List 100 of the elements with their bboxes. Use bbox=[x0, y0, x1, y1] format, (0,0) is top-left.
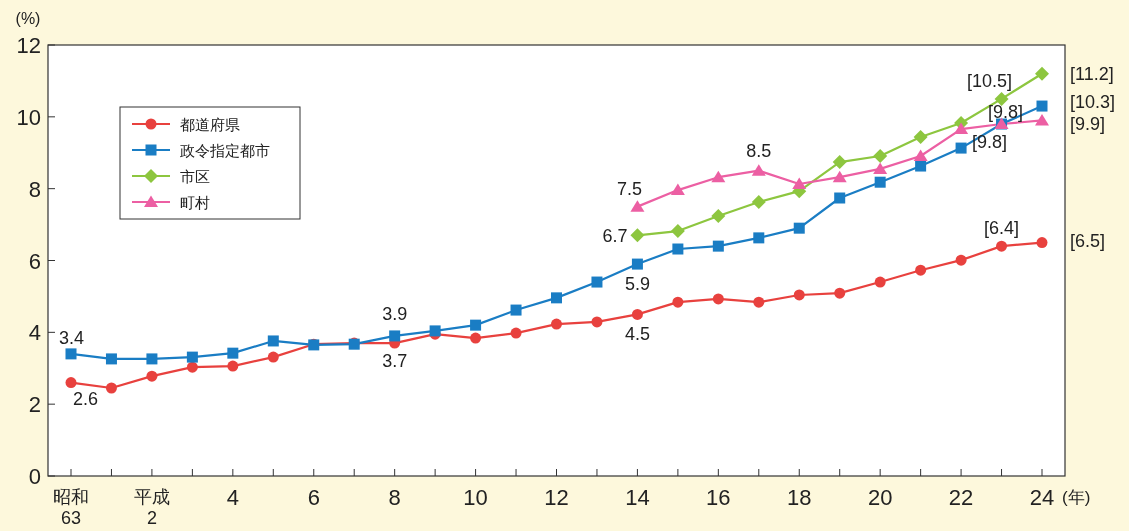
point bbox=[955, 254, 967, 266]
point bbox=[873, 162, 888, 174]
point bbox=[630, 200, 645, 212]
point bbox=[1036, 100, 1048, 112]
point bbox=[954, 122, 969, 135]
point bbox=[470, 319, 482, 331]
point bbox=[1036, 237, 1048, 249]
point bbox=[915, 160, 927, 172]
data-label: [11.2] bbox=[1070, 63, 1114, 84]
x-tick-label: 14 bbox=[625, 485, 650, 510]
point bbox=[510, 327, 522, 339]
data-label: [6.4] bbox=[984, 218, 1020, 239]
point bbox=[65, 377, 77, 389]
y-tick-label: 2 bbox=[28, 392, 41, 418]
point bbox=[913, 129, 928, 144]
y-tick-label: 10 bbox=[16, 104, 41, 130]
point bbox=[631, 308, 643, 320]
point bbox=[591, 316, 603, 328]
point bbox=[994, 91, 1009, 106]
point bbox=[470, 332, 482, 344]
x-tick-label: 10 bbox=[463, 485, 488, 510]
y-tick-label: 12 bbox=[16, 33, 41, 58]
point bbox=[832, 170, 847, 183]
point bbox=[751, 164, 766, 176]
point bbox=[1035, 113, 1049, 126]
x-axis-title: (年) bbox=[1062, 488, 1091, 507]
data-label: [6.5] bbox=[1070, 230, 1106, 251]
data-label: [9.8] bbox=[972, 132, 1008, 153]
point bbox=[591, 276, 603, 288]
point bbox=[267, 335, 279, 347]
x-tick-label: 8 bbox=[388, 485, 401, 510]
point bbox=[672, 296, 684, 308]
point bbox=[146, 370, 158, 382]
data-label: 3.4 bbox=[59, 327, 85, 348]
point bbox=[510, 304, 522, 316]
point bbox=[670, 183, 685, 196]
y-tick-label: 0 bbox=[28, 464, 41, 489]
x-tick-label: 昭和 63 bbox=[53, 487, 89, 528]
data-label: [10.5] bbox=[967, 70, 1013, 91]
point bbox=[834, 192, 846, 204]
data-label: [10.3] bbox=[1070, 92, 1116, 113]
point bbox=[1035, 66, 1049, 81]
point bbox=[146, 353, 158, 365]
data-label: 3.7 bbox=[382, 351, 408, 372]
point bbox=[712, 293, 724, 305]
data-label: [9.8] bbox=[988, 102, 1024, 123]
point bbox=[832, 155, 847, 170]
data-label: 3.9 bbox=[382, 303, 408, 324]
x-tick-label: 24 bbox=[1029, 485, 1055, 510]
x-tick-label: 平成 2 bbox=[133, 487, 170, 528]
x-tick-label: 20 bbox=[867, 485, 893, 510]
point bbox=[753, 232, 765, 244]
data-label: 8.5 bbox=[746, 140, 772, 161]
point bbox=[793, 289, 805, 301]
data-label: 7.5 bbox=[616, 178, 642, 199]
y-tick-label: 4 bbox=[28, 320, 41, 346]
point bbox=[389, 330, 401, 342]
point bbox=[711, 208, 726, 223]
point bbox=[955, 142, 967, 154]
point bbox=[672, 243, 684, 255]
x-tick-label: 22 bbox=[948, 485, 974, 510]
point bbox=[631, 258, 643, 270]
data-label: 2.6 bbox=[73, 388, 99, 409]
x-tick-label: 4 bbox=[226, 485, 239, 510]
point bbox=[227, 347, 239, 359]
data-label: 5.9 bbox=[624, 274, 650, 295]
point bbox=[551, 292, 562, 304]
point bbox=[105, 353, 117, 365]
legend-label: 市区 bbox=[180, 168, 210, 185]
point bbox=[873, 148, 888, 163]
point bbox=[915, 264, 927, 276]
point bbox=[792, 177, 807, 189]
data-label: 4.5 bbox=[624, 324, 650, 345]
y-axis-title: (%) bbox=[15, 10, 41, 27]
point bbox=[711, 170, 726, 183]
legend-label: 政令指定都市 bbox=[180, 142, 270, 159]
legend-label: 町村 bbox=[180, 194, 210, 211]
point bbox=[913, 149, 928, 161]
point bbox=[753, 296, 765, 308]
point bbox=[793, 222, 805, 234]
point bbox=[551, 318, 562, 330]
x-tick-label: 16 bbox=[706, 485, 731, 510]
legend-label: 都道府県 bbox=[180, 116, 240, 133]
point bbox=[227, 360, 239, 372]
y-tick-label: 8 bbox=[28, 176, 41, 202]
point bbox=[186, 361, 198, 373]
point bbox=[670, 224, 685, 239]
x-tick-label: 12 bbox=[544, 485, 569, 510]
point bbox=[996, 240, 1008, 252]
point bbox=[874, 176, 886, 188]
point bbox=[630, 228, 645, 243]
y-tick-label: 6 bbox=[28, 248, 41, 274]
x-tick-label: 18 bbox=[787, 485, 812, 510]
point bbox=[105, 382, 117, 394]
point bbox=[751, 194, 766, 209]
point bbox=[186, 351, 198, 363]
point bbox=[65, 348, 77, 360]
x-tick-label: 6 bbox=[307, 485, 320, 510]
point bbox=[874, 276, 886, 288]
point bbox=[267, 351, 279, 363]
